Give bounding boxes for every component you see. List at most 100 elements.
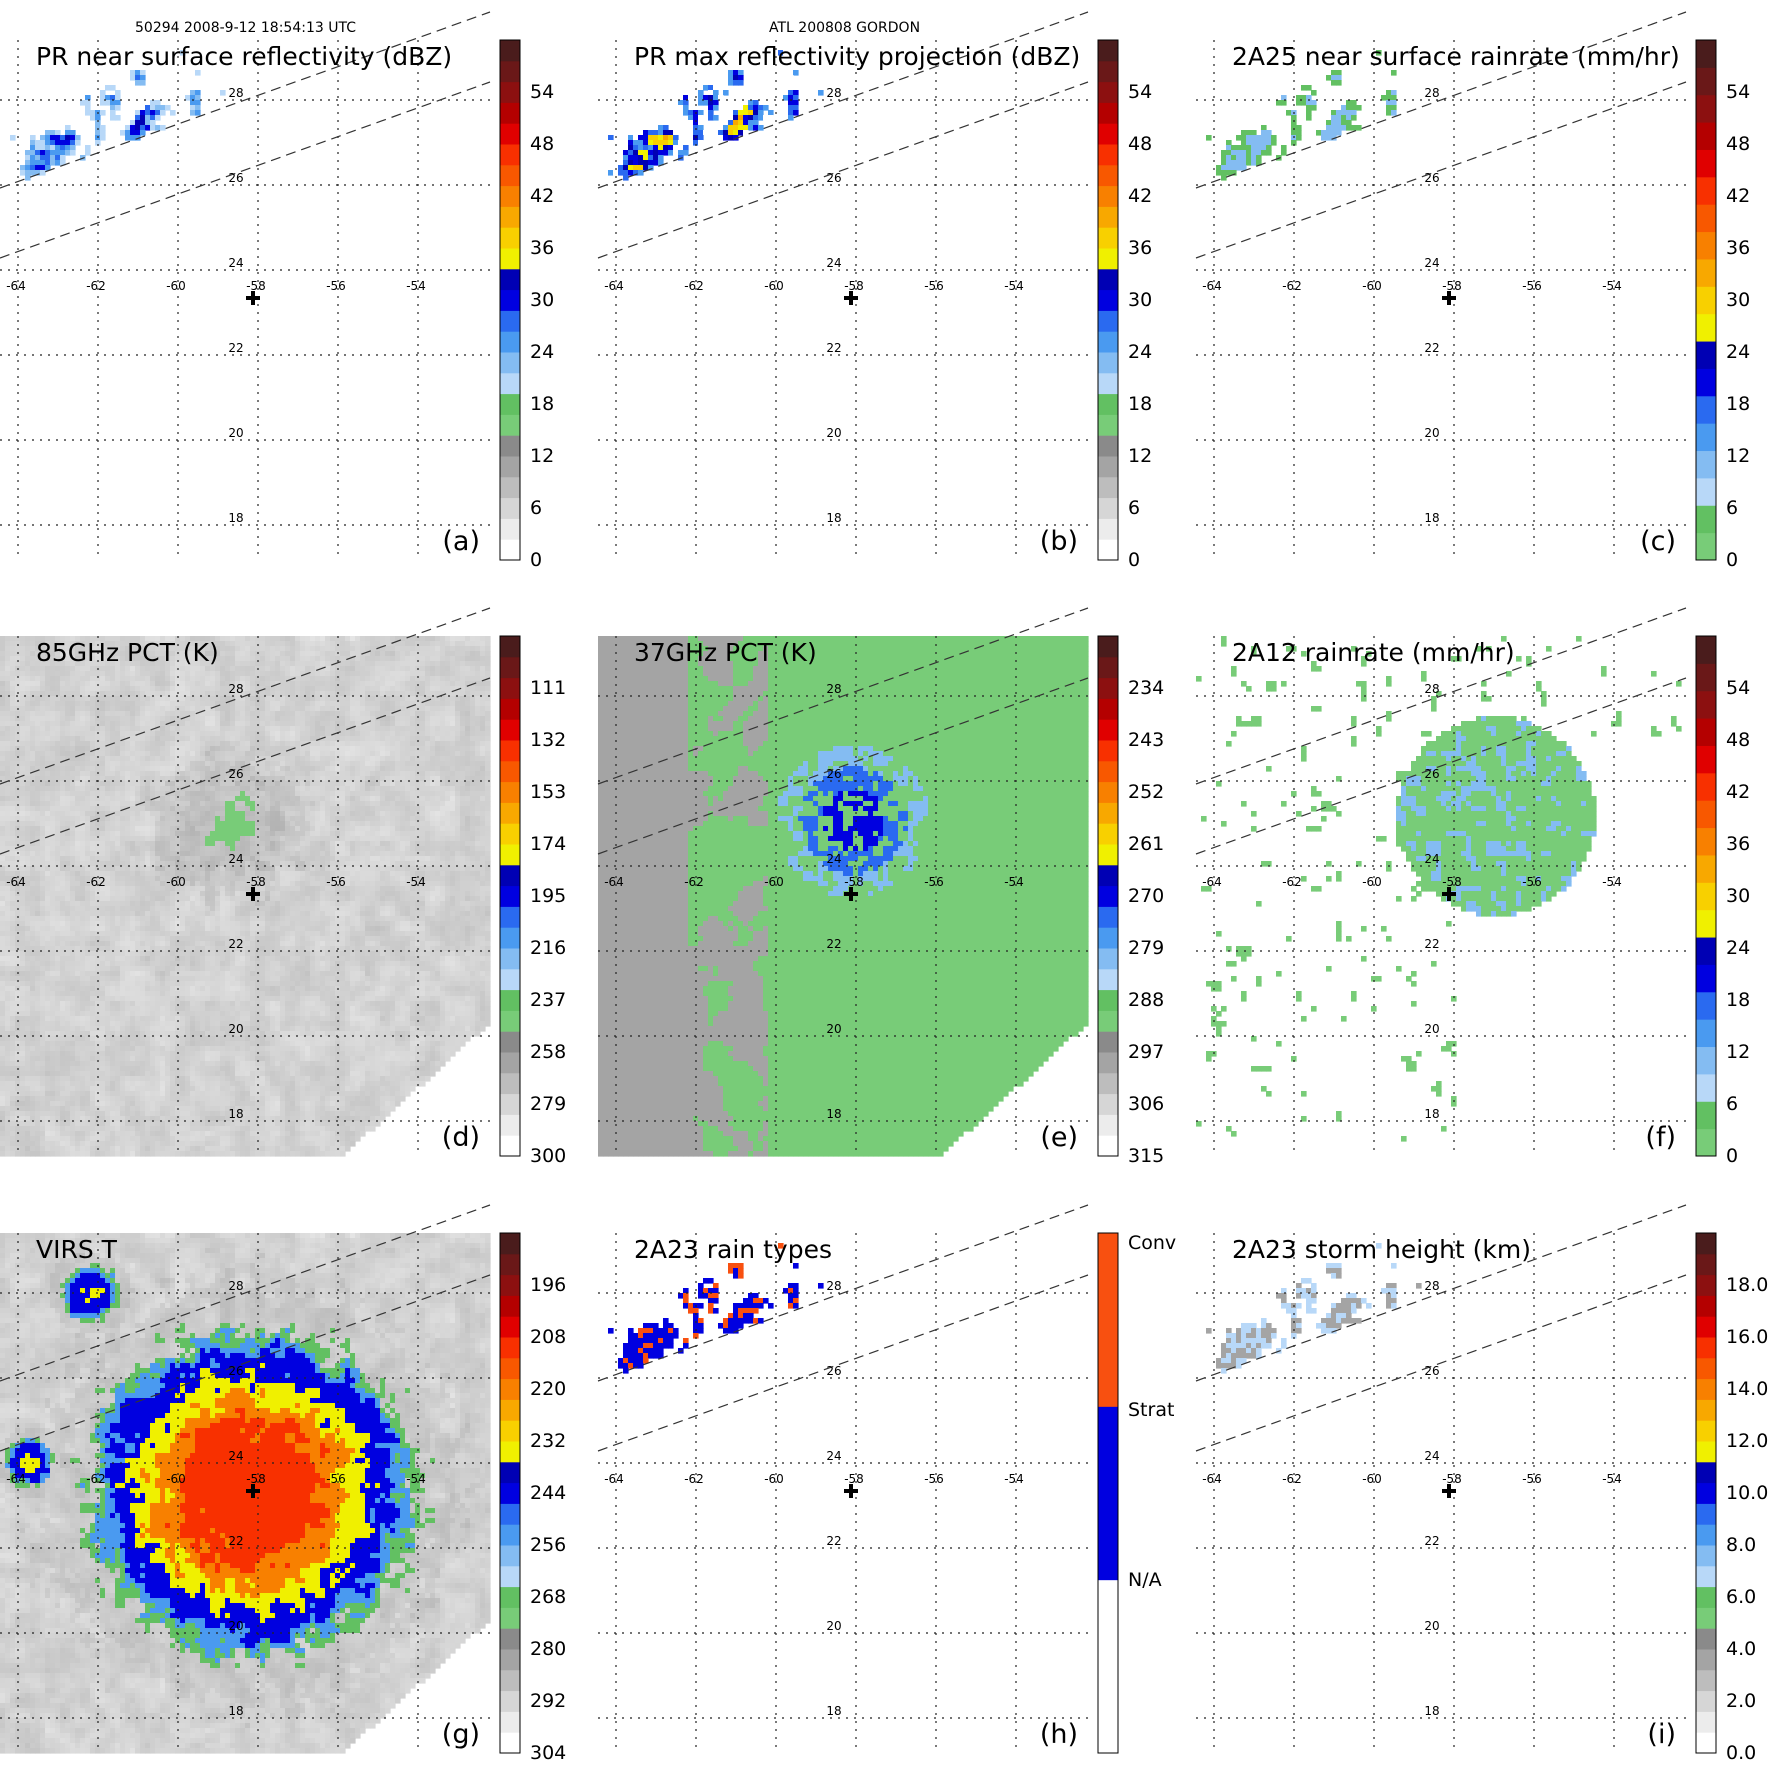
lon-tick-label: -54 [1602, 1472, 1622, 1486]
panel-h-title: 2A23 rain types [634, 1235, 832, 1264]
panel-d-title: 85GHz PCT (K) [36, 638, 219, 667]
colorbar-label: 12 [530, 445, 554, 467]
lat-tick-label: 20 [1424, 1022, 1439, 1036]
colorbar-label: 0 [530, 549, 542, 571]
lon-tick-label: -64 [6, 1472, 26, 1486]
panel-i-grid [1196, 1233, 1686, 1753]
colorbar-label: 30 [1128, 289, 1152, 311]
colorbar-label: 24 [1128, 341, 1152, 363]
colorbar-label: 30 [1726, 885, 1750, 907]
colorbar-label: 6 [1726, 497, 1738, 519]
lat-tick-label: 28 [1424, 1279, 1439, 1293]
colorbar-label: 288 [1128, 989, 1164, 1011]
panel-g-label: (g) [442, 1719, 480, 1750]
lat-tick-label: 24 [1424, 256, 1439, 270]
colorbar-label: 6.0 [1726, 1586, 1756, 1608]
lat-tick-label: 24 [228, 852, 243, 866]
colorbar-label: 279 [1128, 937, 1164, 959]
lat-tick-label: 18 [228, 511, 243, 525]
lon-tick-label: -62 [684, 279, 704, 293]
panel-h-grid [598, 1233, 1088, 1753]
panel-g-field [0, 1233, 491, 1754]
lat-tick-label: 28 [826, 86, 841, 100]
lat-tick-label: 20 [826, 1022, 841, 1036]
lat-tick-label: 28 [826, 682, 841, 696]
colorbar-label: 208 [530, 1326, 566, 1348]
lon-tick-label: -58 [844, 279, 864, 293]
lat-tick-label: 20 [826, 426, 841, 440]
lon-tick-label: -54 [1004, 1472, 1024, 1486]
lat-tick-label: 26 [1424, 171, 1439, 185]
storm-center-icon [246, 291, 260, 305]
lon-tick-label: -54 [1602, 875, 1622, 889]
lon-tick-label: -54 [1004, 875, 1024, 889]
lat-tick-label: 22 [228, 341, 243, 355]
colorbar-label: 216 [530, 937, 566, 959]
colorbar-label: 315 [1128, 1145, 1164, 1167]
lat-tick-label: 28 [228, 1279, 243, 1293]
storm-center-icon [844, 291, 858, 305]
colorbar-label: 24 [1726, 937, 1750, 959]
colorbar-label: 243 [1128, 729, 1164, 751]
lon-tick-label: -64 [1202, 279, 1222, 293]
colorbar-label: 54 [1128, 81, 1152, 103]
lat-tick-label: 18 [826, 511, 841, 525]
colorbar-label: 0 [1726, 1145, 1738, 1167]
lat-tick-label: 28 [228, 682, 243, 696]
lon-tick-label: -60 [1362, 875, 1382, 889]
panel-a-label: (a) [442, 526, 480, 557]
colorbar-label: Conv [1128, 1232, 1176, 1254]
lon-tick-label: -62 [684, 1472, 704, 1486]
colorbar-label: 54 [1726, 81, 1750, 103]
lat-tick-label: 18 [1424, 1704, 1439, 1718]
lat-tick-label: 24 [826, 1449, 841, 1463]
lon-tick-label: -56 [326, 279, 346, 293]
lon-tick-label: -56 [1522, 279, 1542, 293]
colorbar-label: Strat [1128, 1399, 1174, 1421]
lon-tick-label: -58 [844, 1472, 864, 1486]
panel-h-label: (h) [1040, 1719, 1078, 1750]
colorbar-label: 14.0 [1726, 1378, 1768, 1400]
panel-e-title: 37GHz PCT (K) [634, 638, 817, 667]
panel-d-label: (d) [442, 1122, 480, 1153]
colorbar-label: 12.0 [1726, 1430, 1768, 1452]
panel-i-label: (i) [1647, 1719, 1676, 1750]
lon-tick-label: -58 [246, 279, 266, 293]
lat-tick-label: 18 [228, 1107, 243, 1121]
colorbar-label: 36 [1726, 237, 1750, 259]
lat-tick-label: 24 [826, 256, 841, 270]
lat-tick-label: 24 [228, 1449, 243, 1463]
lon-tick-label: -64 [6, 279, 26, 293]
colorbar-label: 18 [1726, 393, 1750, 415]
lat-tick-label: 18 [826, 1107, 841, 1121]
lat-tick-label: 22 [826, 1534, 841, 1548]
lat-tick-label: 22 [826, 937, 841, 951]
panel-e-field [598, 636, 1089, 1157]
colorbar-label: 252 [1128, 781, 1164, 803]
lat-tick-label: 28 [826, 1279, 841, 1293]
colorbar-label: 234 [1128, 677, 1164, 699]
colorbar-label: 270 [1128, 885, 1164, 907]
lat-tick-label: 24 [1424, 1449, 1439, 1463]
lon-tick-label: -62 [86, 875, 106, 889]
lon-tick-label: -60 [166, 875, 186, 889]
colorbar-label: 6 [530, 497, 542, 519]
lon-tick-label: -64 [604, 279, 624, 293]
lon-tick-label: -56 [924, 1472, 944, 1486]
lon-tick-label: -62 [86, 279, 106, 293]
lat-tick-label: 28 [1424, 86, 1439, 100]
lon-tick-label: -54 [1602, 279, 1622, 293]
colorbar-label: 195 [530, 885, 566, 907]
colorbar-label: 244 [530, 1482, 566, 1504]
lon-tick-label: -64 [1202, 1472, 1222, 1486]
panel-e-label: (e) [1040, 1122, 1078, 1153]
lon-tick-label: -58 [1442, 1472, 1462, 1486]
colorbar-label: 24 [1726, 341, 1750, 363]
colorbar-label: 174 [530, 833, 566, 855]
